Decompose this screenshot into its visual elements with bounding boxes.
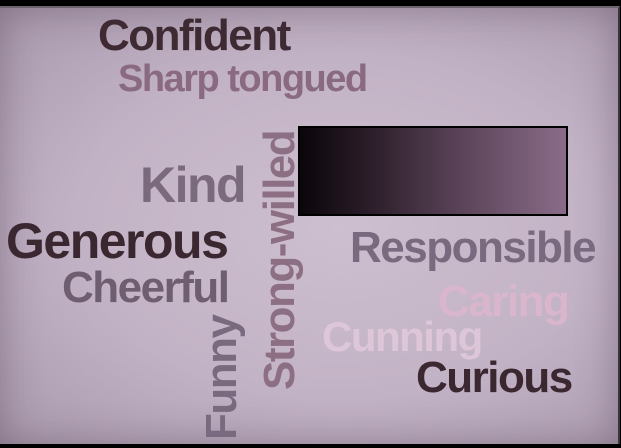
word-caring: Caring	[438, 277, 570, 326]
bottom-frame-bar	[0, 444, 621, 448]
word-confident: Confident	[98, 11, 291, 60]
word-strong-willed: Strong-willed	[255, 130, 304, 390]
redaction-box	[298, 126, 568, 216]
word-kind: Kind	[140, 157, 247, 213]
word-cloud-panel: Confident Sharp tongued Kind Generous Ch…	[0, 6, 620, 446]
word-cunning: Cunning	[322, 313, 483, 360]
word-sharp-tongued: Sharp tongued	[118, 58, 368, 100]
word-funny: Funny	[197, 315, 246, 440]
word-responsible: Responsible	[350, 223, 597, 272]
word-generous: Generous	[6, 213, 229, 269]
word-curious: Curious	[416, 353, 573, 402]
word-cheerful: Cheerful	[62, 263, 230, 312]
